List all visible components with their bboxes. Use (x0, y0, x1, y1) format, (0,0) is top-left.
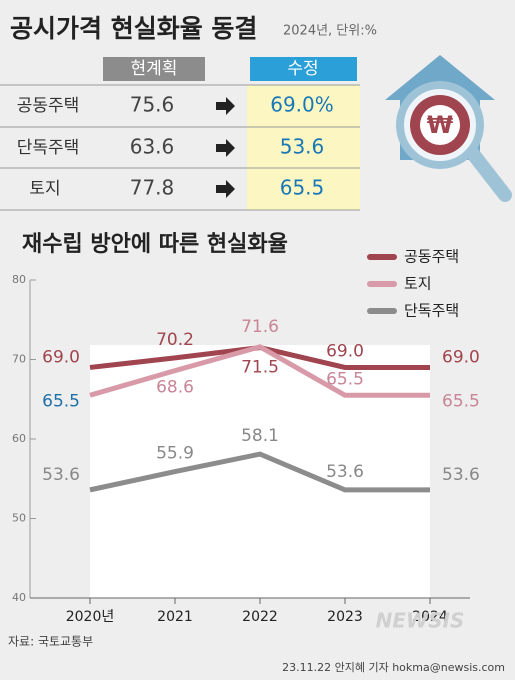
chart: 40 50 60 70 80 2020년 2021 2022 2023 2024 69.0 70.2 7… (12, 248, 480, 626)
arrow (216, 97, 235, 115)
data-label: 53.6 (442, 465, 480, 485)
plan-value: 77.8 (130, 176, 175, 200)
header-text: 현계획 (131, 59, 178, 79)
subtitle: 2024년, 단위:% (283, 24, 377, 39)
magnifier-icon: ₩ (385, 55, 512, 202)
x-tick-label: 2020년 (66, 609, 115, 625)
row-label: 단독주택 (17, 138, 80, 158)
revised-value: 65.5 (280, 176, 325, 200)
highlight-column (247, 85, 360, 210)
data-label: 70.2 (156, 330, 194, 350)
data-label: 69.0 (42, 347, 80, 367)
source: 자료: 국토교통부 (8, 635, 93, 649)
revised-value: 69.0% (270, 93, 334, 117)
arrow (216, 139, 235, 157)
legend-label: 공동주택 (404, 248, 459, 266)
arrow (216, 180, 235, 198)
icon-symbol: ₩ (427, 111, 454, 139)
header-text: 수정 (287, 59, 318, 79)
y-tick-label: 70 (12, 353, 26, 366)
data-label: 53.6 (42, 465, 80, 485)
x-tick-label: 2024 (412, 609, 448, 625)
y-tick-label: 40 (12, 591, 26, 604)
table-rows: 공동주택 75.6 69.0% 단독주택 63.6 53.6 토지 77.8 65.5 (17, 93, 334, 200)
y-tick-label: 50 (12, 512, 26, 525)
y-tick-label: 60 (12, 432, 26, 445)
data-label: 58.1 (241, 426, 279, 446)
revised-value: 53.6 (280, 135, 325, 159)
chart-title: 재수립 방안에 따른 현실화율 (22, 232, 288, 257)
plan-value: 63.6 (130, 135, 175, 159)
x-tick-label: 2022 (242, 609, 278, 625)
data-label: 68.6 (156, 378, 194, 398)
plan-value: 75.6 (130, 93, 175, 117)
data-label: 65.5 (42, 391, 80, 411)
data-label: 65.5 (326, 369, 364, 389)
row-label: 토지 (29, 179, 60, 199)
header-cell (250, 57, 357, 81)
credit: 23.11.22 안지혜 기자 hokma@newsis.com (282, 661, 505, 674)
data-label: 55.9 (156, 444, 194, 464)
data-label: 71.5 (241, 358, 279, 378)
series-line (89, 344, 430, 398)
x-tick-label: 2023 (327, 609, 363, 625)
series-line (89, 451, 430, 493)
legend-label: 단독주택 (404, 302, 459, 320)
header-cell (103, 57, 205, 81)
watermark: NEWSIS (376, 609, 465, 633)
data-label: 65.5 (442, 391, 480, 411)
data-label: 71.6 (241, 317, 279, 337)
data-label: 53.6 (326, 462, 364, 482)
data-label: 69.0 (442, 347, 480, 367)
plot-background (90, 345, 430, 598)
x-tick-label: 2021 (157, 609, 193, 625)
data-label: 69.0 (326, 341, 364, 361)
table-lines (0, 84, 360, 211)
legend-label: 토지 (404, 275, 432, 293)
y-tick-label: 80 (12, 273, 26, 286)
title: 공시가격 현실화율 동결 (10, 14, 257, 43)
row-label: 공동주택 (17, 96, 80, 116)
